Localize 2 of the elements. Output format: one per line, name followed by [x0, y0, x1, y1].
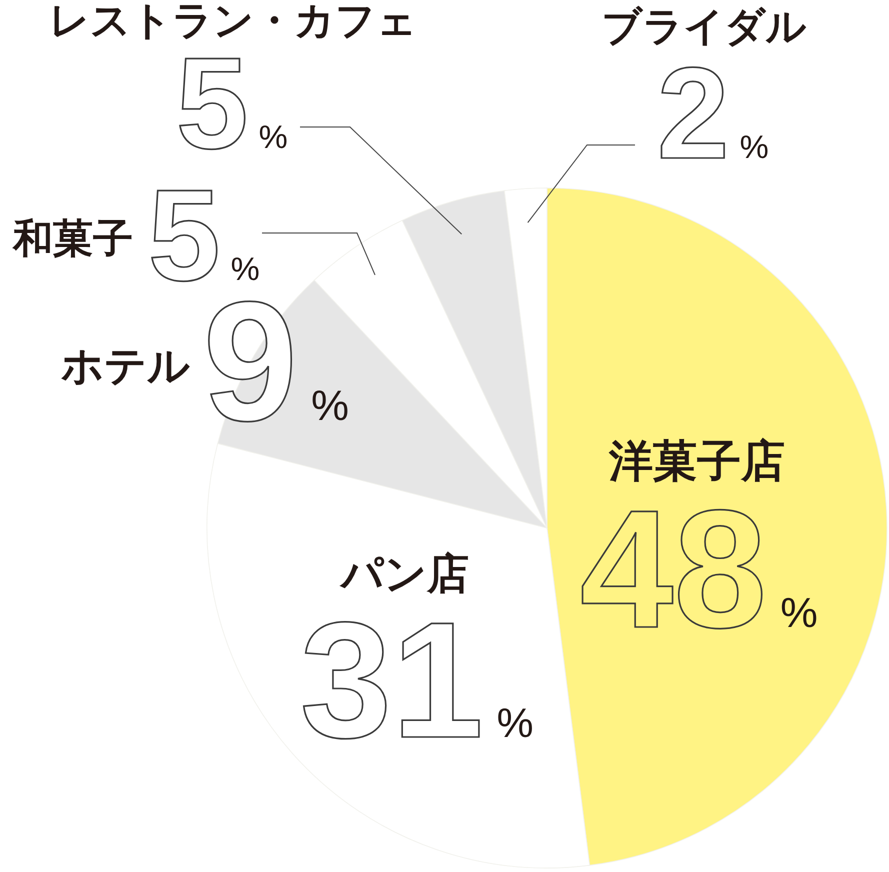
slice-label: 和菓子 [12, 216, 133, 262]
slice-label: ホテル [61, 341, 190, 390]
